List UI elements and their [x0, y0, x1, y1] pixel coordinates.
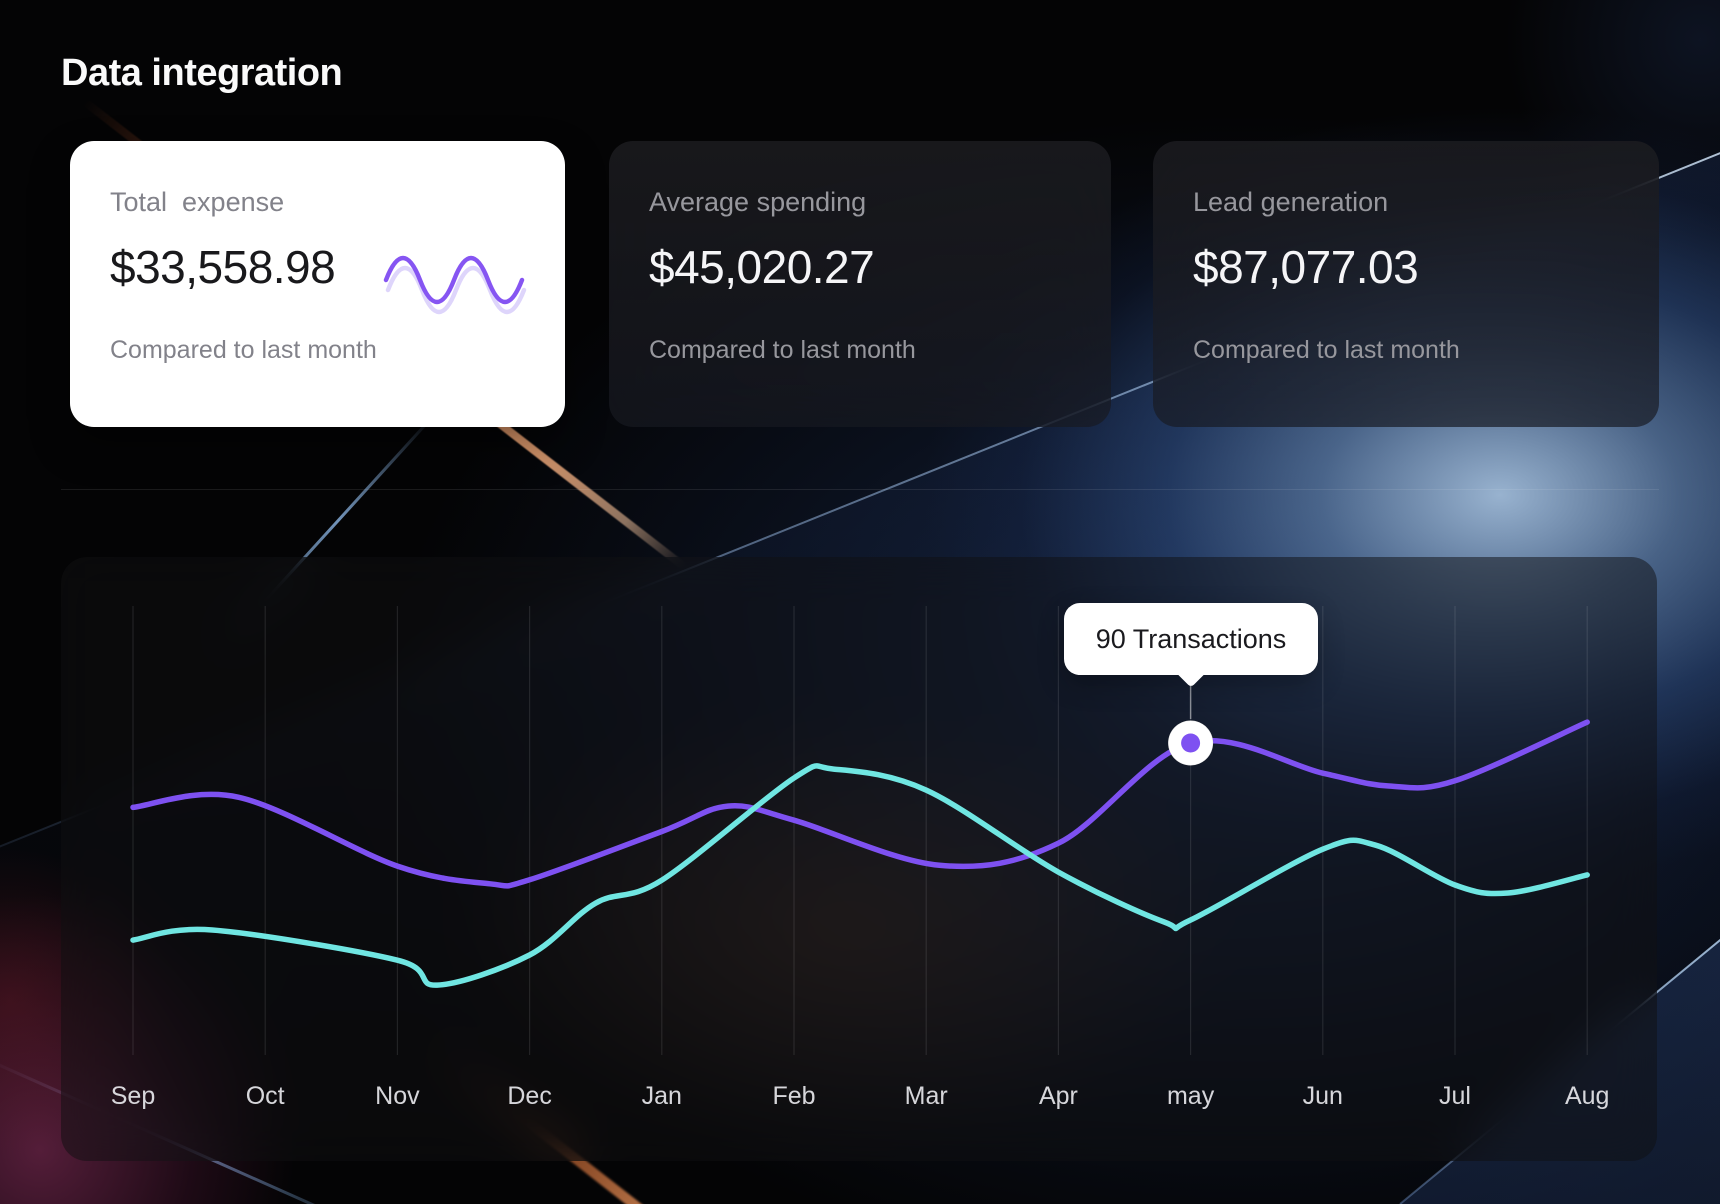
- stat-label: Total expense: [110, 187, 285, 217]
- stat-value: $33,558.98: [110, 241, 336, 293]
- stat-caption: Compared to last month: [649, 336, 916, 364]
- x-axis-label-Jul: Jul: [1439, 1082, 1471, 1110]
- line-chart[interactable]: Sep Oct Nov Dec Jan Feb Mar Apr may Jun Jul Aug: [61, 557, 1657, 1161]
- stat-label: Average spending: [649, 187, 867, 217]
- stat-card-total-expense[interactable]: Total expense $33,558.98 Compared to las…: [70, 141, 565, 427]
- chart-tooltip: 90 Transactions: [1064, 603, 1318, 675]
- transactions-chart-card: Sep Oct Nov Dec Jan Feb Mar Apr may Jun Jul Aug 90 …: [61, 557, 1657, 1161]
- section-divider: [61, 489, 1659, 490]
- x-axis-label-Sep: Sep: [111, 1082, 155, 1110]
- highlight-marker-inner: [1181, 733, 1201, 753]
- x-axis-label-Oct: Oct: [246, 1082, 285, 1110]
- x-axis-label-Jan: Jan: [642, 1082, 682, 1110]
- x-axis-label-Nov: Nov: [375, 1082, 420, 1110]
- series-line-secondary[interactable]: [130, 763, 1590, 988]
- x-axis-label-Mar: Mar: [905, 1082, 948, 1110]
- x-axis-label-Jun: Jun: [1303, 1082, 1343, 1110]
- x-axis-label-Aug: Aug: [1565, 1082, 1609, 1110]
- stat-card-average-spending[interactable]: Average spending $45,020.27 Compared to …: [609, 141, 1111, 427]
- expense-sparkline: [383, 256, 527, 314]
- x-axis-label-Feb: Feb: [772, 1082, 815, 1110]
- chart-tooltip-text: 90 Transactions: [1095, 623, 1287, 654]
- series-line-transactions[interactable]: [130, 719, 1590, 889]
- stat-label: Lead generation: [1193, 187, 1389, 217]
- x-axis-label-Apr: Apr: [1039, 1082, 1078, 1110]
- stat-card-lead-generation[interactable]: Lead generation $87,077.03 Compared to l…: [1153, 141, 1659, 427]
- x-axis-label-Dec: Dec: [507, 1082, 551, 1110]
- page-title: Data integration: [61, 52, 343, 94]
- stat-value: $87,077.03: [1193, 241, 1419, 293]
- stat-caption: Compared to last month: [1193, 336, 1460, 364]
- x-axis-label-may: may: [1167, 1082, 1215, 1110]
- stat-caption: Compared to last month: [110, 336, 377, 364]
- stat-value: $45,020.27: [649, 241, 875, 293]
